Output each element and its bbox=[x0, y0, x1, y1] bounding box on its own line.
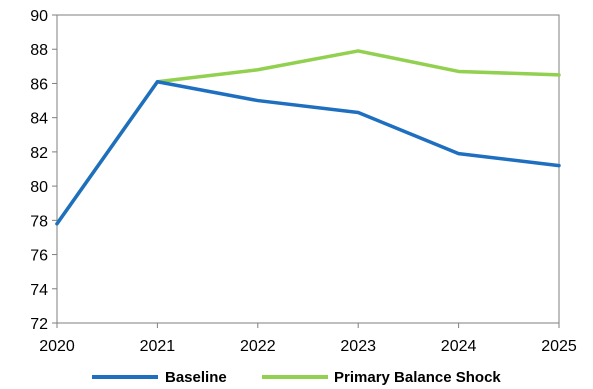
y-tick-label: 76 bbox=[30, 248, 48, 265]
y-tick-label: 80 bbox=[30, 179, 48, 196]
y-tick-label: 78 bbox=[30, 213, 48, 230]
legend-label: Primary Balance Shock bbox=[334, 369, 501, 386]
y-tick-label: 72 bbox=[30, 316, 48, 333]
legend: Baseline Primary Balance Shock bbox=[92, 369, 501, 386]
series-line-baseline bbox=[55, 79, 561, 226]
y-tick-label: 84 bbox=[30, 111, 48, 128]
y-tick-label: 90 bbox=[30, 8, 48, 25]
series-lines bbox=[55, 49, 561, 226]
y-tick-label: 88 bbox=[30, 42, 48, 59]
x-axis: 2020 2021 2022 2023 2024 2025 bbox=[39, 323, 577, 355]
plot-area bbox=[56, 14, 560, 324]
x-tick-label: 2023 bbox=[340, 338, 376, 355]
y-tick-label: 82 bbox=[30, 145, 48, 162]
x-tick-label: 2020 bbox=[39, 338, 75, 355]
y-tick-label: 86 bbox=[30, 76, 48, 93]
x-tick-label: 2024 bbox=[441, 338, 477, 355]
x-tick-label: 2022 bbox=[240, 338, 276, 355]
legend-label: Baseline bbox=[165, 369, 227, 386]
x-tick-label: 2025 bbox=[541, 338, 577, 355]
y-tick-label: 74 bbox=[30, 282, 48, 299]
y-axis: 72 74 76 78 80 82 84 86 88 90 bbox=[30, 8, 57, 333]
x-tick-label: 2021 bbox=[140, 338, 176, 355]
